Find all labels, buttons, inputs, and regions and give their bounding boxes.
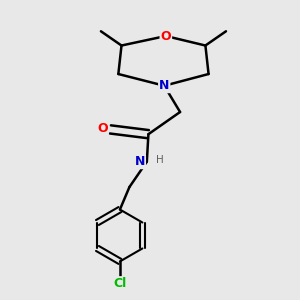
Text: H: H [156, 155, 164, 165]
Text: Cl: Cl [113, 277, 127, 290]
Text: N: N [159, 79, 169, 92]
Text: N: N [135, 155, 145, 168]
Text: O: O [97, 122, 108, 135]
Text: O: O [160, 29, 171, 43]
